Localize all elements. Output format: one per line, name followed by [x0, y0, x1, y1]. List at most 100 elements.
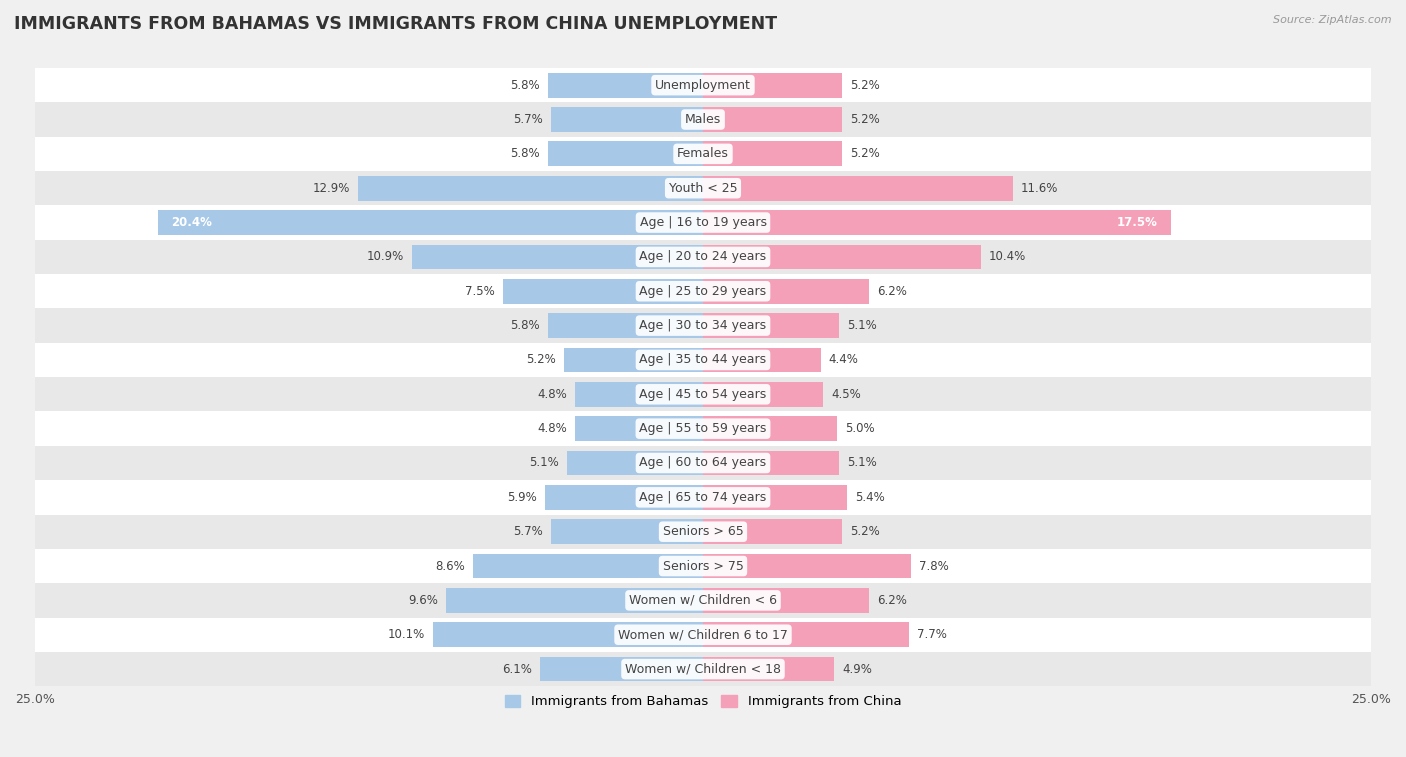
Bar: [567, 450, 703, 475]
Bar: [703, 553, 911, 578]
Bar: [551, 107, 703, 132]
Text: 4.5%: 4.5%: [831, 388, 860, 400]
Text: Age | 20 to 24 years: Age | 20 to 24 years: [640, 251, 766, 263]
Bar: [703, 279, 869, 304]
Text: 5.2%: 5.2%: [526, 354, 555, 366]
Text: IMMIGRANTS FROM BAHAMAS VS IMMIGRANTS FROM CHINA UNEMPLOYMENT: IMMIGRANTS FROM BAHAMAS VS IMMIGRANTS FR…: [14, 15, 778, 33]
Bar: [703, 176, 1012, 201]
Text: 10.1%: 10.1%: [388, 628, 425, 641]
Bar: [359, 176, 703, 201]
Bar: [35, 274, 1371, 308]
Bar: [35, 652, 1371, 687]
Bar: [575, 416, 703, 441]
Text: Seniors > 75: Seniors > 75: [662, 559, 744, 572]
Text: Age | 35 to 44 years: Age | 35 to 44 years: [640, 354, 766, 366]
Bar: [703, 622, 908, 647]
Bar: [703, 416, 837, 441]
Text: 5.9%: 5.9%: [508, 491, 537, 504]
Bar: [564, 347, 703, 372]
Text: 5.2%: 5.2%: [851, 148, 880, 160]
Bar: [703, 382, 824, 407]
Bar: [35, 412, 1371, 446]
Bar: [703, 73, 842, 98]
Bar: [35, 171, 1371, 205]
Legend: Immigrants from Bahamas, Immigrants from China: Immigrants from Bahamas, Immigrants from…: [499, 690, 907, 714]
Bar: [703, 657, 834, 681]
Bar: [703, 313, 839, 338]
Bar: [703, 485, 848, 509]
Bar: [35, 205, 1371, 240]
Bar: [548, 73, 703, 98]
Text: 5.7%: 5.7%: [513, 113, 543, 126]
Text: 6.1%: 6.1%: [502, 662, 531, 675]
Text: Seniors > 65: Seniors > 65: [662, 525, 744, 538]
Bar: [35, 68, 1371, 102]
Bar: [502, 279, 703, 304]
Text: 6.2%: 6.2%: [877, 285, 907, 298]
Text: 7.5%: 7.5%: [465, 285, 495, 298]
Bar: [703, 107, 842, 132]
Text: 4.9%: 4.9%: [842, 662, 872, 675]
Text: 10.4%: 10.4%: [988, 251, 1026, 263]
Text: 5.2%: 5.2%: [851, 525, 880, 538]
Text: 10.9%: 10.9%: [367, 251, 404, 263]
Bar: [35, 343, 1371, 377]
Bar: [474, 553, 703, 578]
Text: 4.8%: 4.8%: [537, 422, 567, 435]
Text: Women w/ Children < 18: Women w/ Children < 18: [626, 662, 780, 675]
Bar: [35, 308, 1371, 343]
Text: Age | 60 to 64 years: Age | 60 to 64 years: [640, 456, 766, 469]
Text: 5.0%: 5.0%: [845, 422, 875, 435]
Text: 5.2%: 5.2%: [851, 113, 880, 126]
Text: 5.1%: 5.1%: [529, 456, 558, 469]
Text: Women w/ Children < 6: Women w/ Children < 6: [628, 594, 778, 607]
Text: 9.6%: 9.6%: [409, 594, 439, 607]
Bar: [703, 245, 981, 269]
Bar: [35, 583, 1371, 618]
Text: 4.4%: 4.4%: [828, 354, 859, 366]
Bar: [548, 313, 703, 338]
Text: Females: Females: [678, 148, 728, 160]
Bar: [703, 588, 869, 612]
Bar: [703, 142, 842, 167]
Bar: [703, 519, 842, 544]
Text: 5.1%: 5.1%: [848, 456, 877, 469]
Bar: [703, 450, 839, 475]
Bar: [35, 515, 1371, 549]
Text: Unemployment: Unemployment: [655, 79, 751, 92]
Bar: [35, 618, 1371, 652]
Text: 4.8%: 4.8%: [537, 388, 567, 400]
Text: Males: Males: [685, 113, 721, 126]
Text: Age | 25 to 29 years: Age | 25 to 29 years: [640, 285, 766, 298]
Bar: [703, 347, 821, 372]
Bar: [433, 622, 703, 647]
Text: 17.5%: 17.5%: [1116, 216, 1157, 229]
Text: Source: ZipAtlas.com: Source: ZipAtlas.com: [1274, 15, 1392, 25]
Text: 12.9%: 12.9%: [314, 182, 350, 195]
Bar: [157, 210, 703, 235]
Text: 20.4%: 20.4%: [172, 216, 212, 229]
Text: Age | 55 to 59 years: Age | 55 to 59 years: [640, 422, 766, 435]
Text: Age | 65 to 74 years: Age | 65 to 74 years: [640, 491, 766, 504]
Bar: [703, 210, 1171, 235]
Bar: [35, 102, 1371, 137]
Text: 5.8%: 5.8%: [510, 79, 540, 92]
Bar: [35, 137, 1371, 171]
Text: 7.7%: 7.7%: [917, 628, 946, 641]
Text: 8.6%: 8.6%: [436, 559, 465, 572]
Bar: [412, 245, 703, 269]
Bar: [35, 480, 1371, 515]
Text: Women w/ Children 6 to 17: Women w/ Children 6 to 17: [619, 628, 787, 641]
Bar: [546, 485, 703, 509]
Text: Age | 16 to 19 years: Age | 16 to 19 years: [640, 216, 766, 229]
Text: Youth < 25: Youth < 25: [669, 182, 737, 195]
Text: 5.1%: 5.1%: [848, 319, 877, 332]
Text: 11.6%: 11.6%: [1021, 182, 1059, 195]
Bar: [575, 382, 703, 407]
Text: 5.8%: 5.8%: [510, 319, 540, 332]
Bar: [35, 240, 1371, 274]
Bar: [35, 549, 1371, 583]
Bar: [35, 377, 1371, 412]
Text: 5.4%: 5.4%: [855, 491, 884, 504]
Text: 5.2%: 5.2%: [851, 79, 880, 92]
